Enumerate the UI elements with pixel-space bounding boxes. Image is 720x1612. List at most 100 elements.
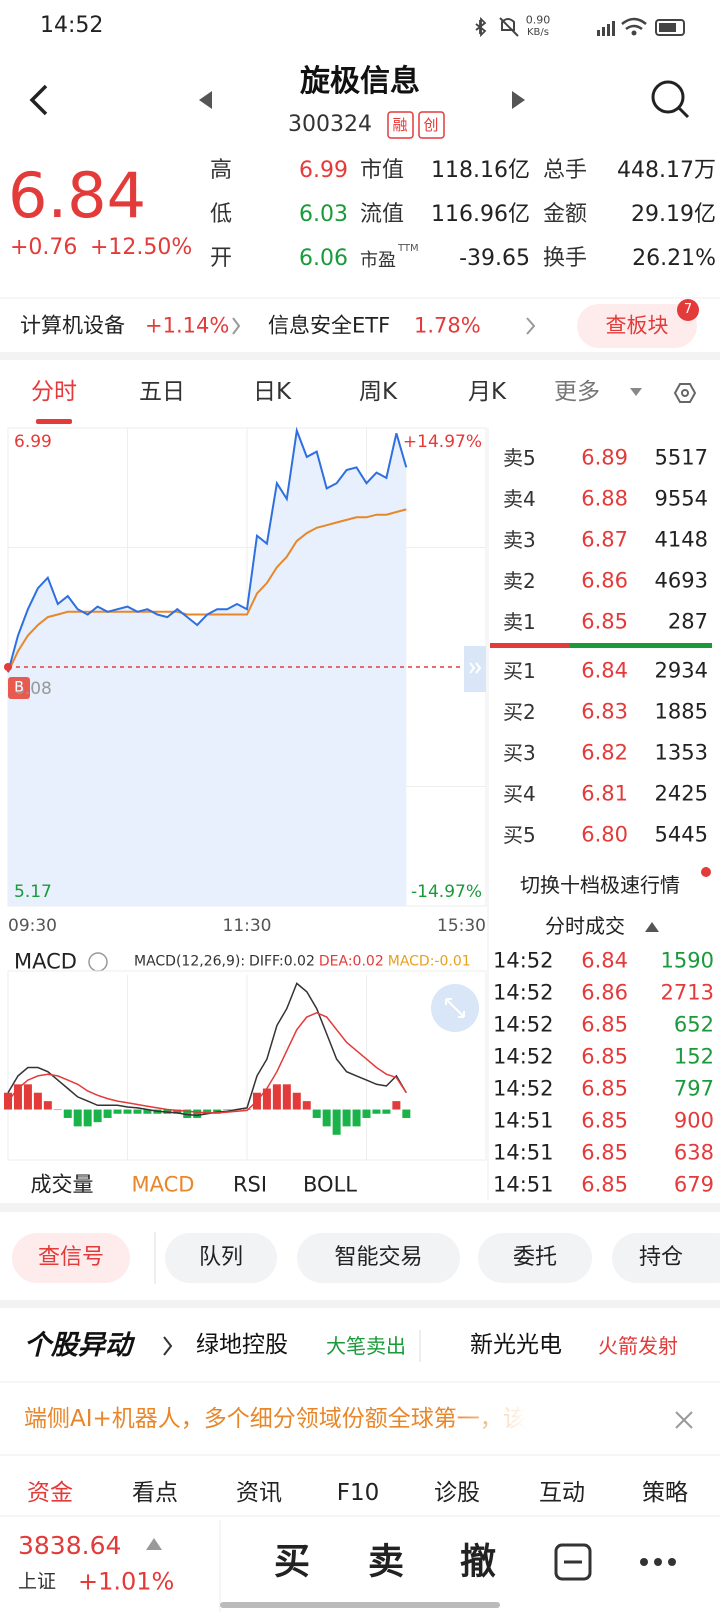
indicator-tab[interactable]: MACD: [131, 1172, 195, 1197]
info-tab[interactable]: 互动: [539, 1480, 585, 1507]
macd-bar: [382, 1109, 391, 1114]
collapse-tab: [464, 646, 486, 692]
alerts-title[interactable]: 个股异动: [24, 1329, 132, 1361]
net-speed-unit: KB/s: [527, 27, 549, 38]
trade-time: 14:52: [493, 980, 554, 1005]
condition-button[interactable]: [554, 1543, 592, 1581]
trade-volume: 2713: [660, 980, 714, 1005]
y-tick-label: 6.99: [14, 431, 52, 452]
sector-name[interactable]: 信息安全ETF: [268, 313, 391, 338]
stat-value: 118.16亿: [431, 157, 530, 183]
chart-tab[interactable]: 月K: [467, 379, 507, 406]
book-volume: 2425: [654, 781, 708, 806]
sector-button[interactable]: 查板块: [605, 313, 669, 338]
action-button[interactable]: 队列: [198, 1244, 244, 1270]
macd-bar: [402, 1109, 411, 1118]
more-button[interactable]: [640, 1558, 676, 1566]
chart-tab[interactable]: 周K: [358, 379, 398, 406]
sector-button-bg[interactable]: [577, 304, 697, 348]
macd-title: MACD: [14, 949, 77, 974]
macd-bar: [272, 1084, 281, 1110]
action-button[interactable]: 委托: [512, 1244, 558, 1270]
book-label: 买1: [503, 659, 536, 683]
macd-bar: [183, 1109, 192, 1118]
action-button[interactable]: 查信号: [37, 1244, 105, 1270]
band: [0, 1300, 720, 1308]
alert-tag: 大笔卖出: [326, 1334, 406, 1358]
info-tab[interactable]: 策略: [642, 1480, 688, 1507]
trade-volume: 1590: [660, 948, 714, 973]
chart-tab[interactable]: 更多: [554, 379, 600, 406]
band: [0, 352, 720, 360]
book-price: 6.81: [581, 781, 628, 806]
band: [0, 1203, 720, 1212]
book-volume: 4148: [654, 527, 708, 552]
book-volume: 287: [667, 609, 708, 634]
chevrons: [232, 317, 536, 335]
book-price: 6.89: [581, 445, 628, 470]
badge: 融: [392, 116, 408, 134]
trade-time: 14:51: [493, 1140, 554, 1165]
back-button[interactable]: [29, 84, 48, 116]
action-button[interactable]: 持仓: [638, 1244, 684, 1270]
book-price: 6.84: [581, 658, 628, 683]
indicator-tab[interactable]: RSI: [232, 1172, 268, 1197]
info-tab[interactable]: 资金: [27, 1480, 73, 1507]
macd-bar: [223, 1109, 232, 1111]
macd-frame: [7, 970, 487, 1161]
trade-button[interactable]: 卖: [367, 1541, 405, 1583]
trades-sort: [645, 922, 659, 932]
alert-stock[interactable]: 绿地控股: [196, 1332, 288, 1359]
alert-chevron[interactable]: [163, 1336, 173, 1356]
info-tab[interactable]: 看点: [132, 1480, 178, 1507]
macd-param: MACD:-0.01: [387, 953, 471, 970]
info-tab[interactable]: F10: [336, 1480, 380, 1507]
book-volume: 9554: [654, 486, 708, 511]
macd-param: MACD(12,26,9):: [134, 953, 246, 970]
close-news[interactable]: [675, 1411, 693, 1429]
badge-dot: [677, 299, 699, 321]
prev-stock[interactable]: [199, 91, 212, 109]
news-ticker[interactable]: 端侧AI+机器人，多个细分领域份额全球第一，该: [24, 1406, 526, 1433]
action-button[interactable]: 智能交易: [334, 1244, 423, 1270]
trade-button[interactable]: 撤: [459, 1541, 497, 1583]
chart-tab[interactable]: 五日: [139, 379, 185, 406]
macd-param: DEA:0.02: [318, 953, 384, 970]
status-icons: [475, 16, 685, 38]
chart-tab[interactable]: 日K: [252, 379, 292, 406]
trade-time: 14:52: [493, 1012, 554, 1037]
sector-name[interactable]: 计算机设备: [20, 313, 125, 338]
macd-bar: [203, 1109, 212, 1114]
trade-button[interactable]: 买: [273, 1541, 311, 1583]
switch-dot: [701, 867, 711, 877]
macd-bar: [23, 1084, 32, 1110]
alert-stock[interactable]: 新光光电: [470, 1332, 562, 1359]
price-change-pct: +12.50%: [90, 234, 193, 260]
macd-bar: [13, 1084, 22, 1110]
macd-bar: [262, 1088, 271, 1110]
macd-bar: [372, 1109, 381, 1114]
index-change: +1.01%: [78, 1567, 175, 1596]
book-price: 6.83: [581, 699, 628, 724]
next-stock[interactable]: [512, 91, 525, 109]
macd-bar: [63, 1109, 72, 1118]
book-label: 卖4: [503, 487, 536, 511]
info-tab[interactable]: 诊股: [434, 1480, 480, 1507]
macd-bar: [292, 1092, 301, 1110]
stat-value: 6.03: [299, 201, 348, 227]
chart-tab[interactable]: 分时: [31, 379, 77, 406]
macd-bar: [93, 1109, 102, 1123]
stat-value: 6.99: [299, 157, 348, 183]
trade-volume: 152: [673, 1044, 714, 1069]
book-bar-ask: [490, 643, 570, 648]
trade-time: 14:52: [493, 1076, 554, 1101]
more-arrow[interactable]: [630, 388, 642, 396]
indicator-tab[interactable]: BOLL: [303, 1172, 357, 1197]
indicator-tab[interactable]: 成交量: [30, 1172, 94, 1197]
book-switch[interactable]: 切换十档极速行情: [520, 873, 680, 897]
book-label: 卖2: [503, 569, 536, 593]
search-button[interactable]: [651, 80, 690, 119]
settings-icon[interactable]: [673, 383, 697, 403]
info-tab[interactable]: 资讯: [236, 1480, 282, 1507]
